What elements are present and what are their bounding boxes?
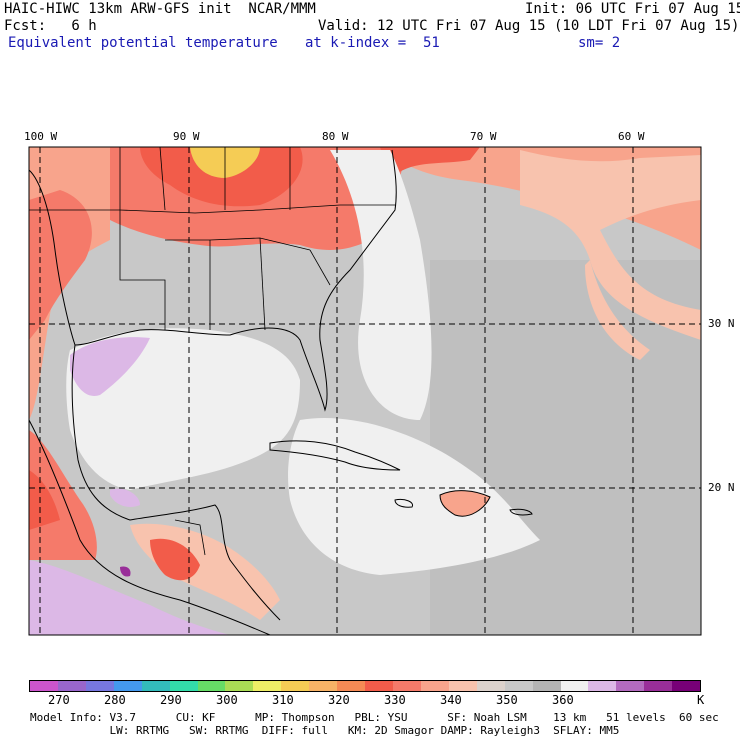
- model-title: HAIC-HIWC 13km ARW-GFS init NCAR/MMM: [4, 1, 316, 17]
- atlantic-filament: [585, 260, 650, 360]
- atlantic-light-band: [330, 150, 432, 420]
- colorbar-swatch: [672, 681, 701, 691]
- valid-time: Valid: 12 UTC Fri 07 Aug 15 (10 LDT Fri …: [318, 18, 740, 34]
- colorbar-swatch: [309, 681, 338, 691]
- colorbar-label-270: 270: [48, 693, 70, 707]
- colorbar-swatch: [337, 681, 366, 691]
- colorbar-swatch: [616, 681, 645, 691]
- colorbar: [29, 680, 701, 692]
- forecast-hour: Fcst: 6 h: [4, 18, 97, 34]
- jamaica: [394, 499, 414, 508]
- puerto-rico: [509, 508, 533, 516]
- political-borders: [29, 146, 395, 556]
- colorbar-label-290: 290: [160, 693, 182, 707]
- colorbar-swatch: [57, 681, 86, 691]
- texas-hot: [29, 190, 92, 340]
- init-time: Init: 06 UTC Fri 07 Aug 15: [525, 1, 740, 17]
- colorbar-label-330: 330: [384, 693, 406, 707]
- colorbar-label-360: 360: [552, 693, 574, 707]
- atlantic-plume: [520, 150, 701, 340]
- cuba: [269, 440, 401, 471]
- colorbar-label-300: 300: [216, 693, 238, 707]
- colorbar-label-310: 310: [272, 693, 294, 707]
- colorbar-swatch: [644, 681, 673, 691]
- caribbean-light: [288, 418, 540, 575]
- level-label: at k-index = 51: [305, 35, 440, 51]
- colorbar-swatch: [532, 681, 561, 691]
- colorbar-swatch: [281, 681, 310, 691]
- model-info-line1: Model Info: V3.7 CU: KF MP: Thompson PBL…: [30, 711, 719, 724]
- model-info-line2: LW: RRTMG SW: RRTMG DIFF: full KM: 2D Sm…: [30, 724, 620, 737]
- colorbar-swatch: [392, 681, 421, 691]
- mexico-core: [29, 470, 60, 530]
- pacific-purple-dot: [120, 566, 131, 577]
- colorbar-swatch: [197, 681, 226, 691]
- hispaniola: [439, 490, 491, 517]
- colorbar-swatch: [30, 681, 58, 691]
- colorbar-unit: K: [697, 693, 705, 707]
- colorbar-swatch: [476, 681, 505, 691]
- mexico-coast: [71, 344, 281, 621]
- colorbar-swatch: [365, 681, 393, 691]
- colorbar-swatch: [113, 681, 142, 691]
- graticule: [29, 147, 701, 635]
- colorbar-swatch: [448, 681, 477, 691]
- colorbar-label-320: 320: [328, 693, 350, 707]
- lon-label-80w: 80 W: [322, 130, 349, 143]
- colorbar-label-280: 280: [104, 693, 126, 707]
- lon-label-70w: 70 W: [470, 130, 497, 143]
- lon-label-90w: 90 W: [173, 130, 200, 143]
- smoothing-label: sm= 2: [578, 35, 621, 51]
- guatemala-hot: [150, 538, 200, 581]
- coastlines: [28, 149, 533, 636]
- lon-label-100w: 100 W: [24, 130, 58, 143]
- lat-label-20n: 20 N: [708, 481, 735, 494]
- colorbar-swatch: [141, 681, 170, 691]
- hispaniola-warm: [440, 490, 490, 517]
- colorbar-swatch: [420, 681, 449, 691]
- colorbar-swatch: [225, 681, 254, 691]
- lon-label-60w: 60 W: [618, 130, 645, 143]
- colorbar-swatch: [85, 681, 114, 691]
- colorbar-swatch: [504, 681, 533, 691]
- colorbar-label-350: 350: [496, 693, 518, 707]
- map-frame: [28, 146, 702, 636]
- colorbar-label-340: 340: [440, 693, 462, 707]
- mid-atlantic-hot: [380, 147, 480, 175]
- colorbar-swatch: [253, 681, 282, 691]
- field-shading: [29, 147, 701, 635]
- pacific-coast: [28, 419, 271, 636]
- colorbar-swatch: [169, 681, 198, 691]
- colorbar-swatch: [560, 681, 589, 691]
- us-gulf-atlantic-coast: [28, 149, 397, 412]
- pacific-purple: [29, 560, 230, 635]
- field-name: Equivalent potential temperature: [8, 35, 278, 51]
- gulf-purple-patch: [110, 488, 140, 507]
- lat-label-30n: 30 N: [708, 317, 735, 330]
- colorbar-swatch: [588, 681, 617, 691]
- gulf-purple: [70, 337, 150, 396]
